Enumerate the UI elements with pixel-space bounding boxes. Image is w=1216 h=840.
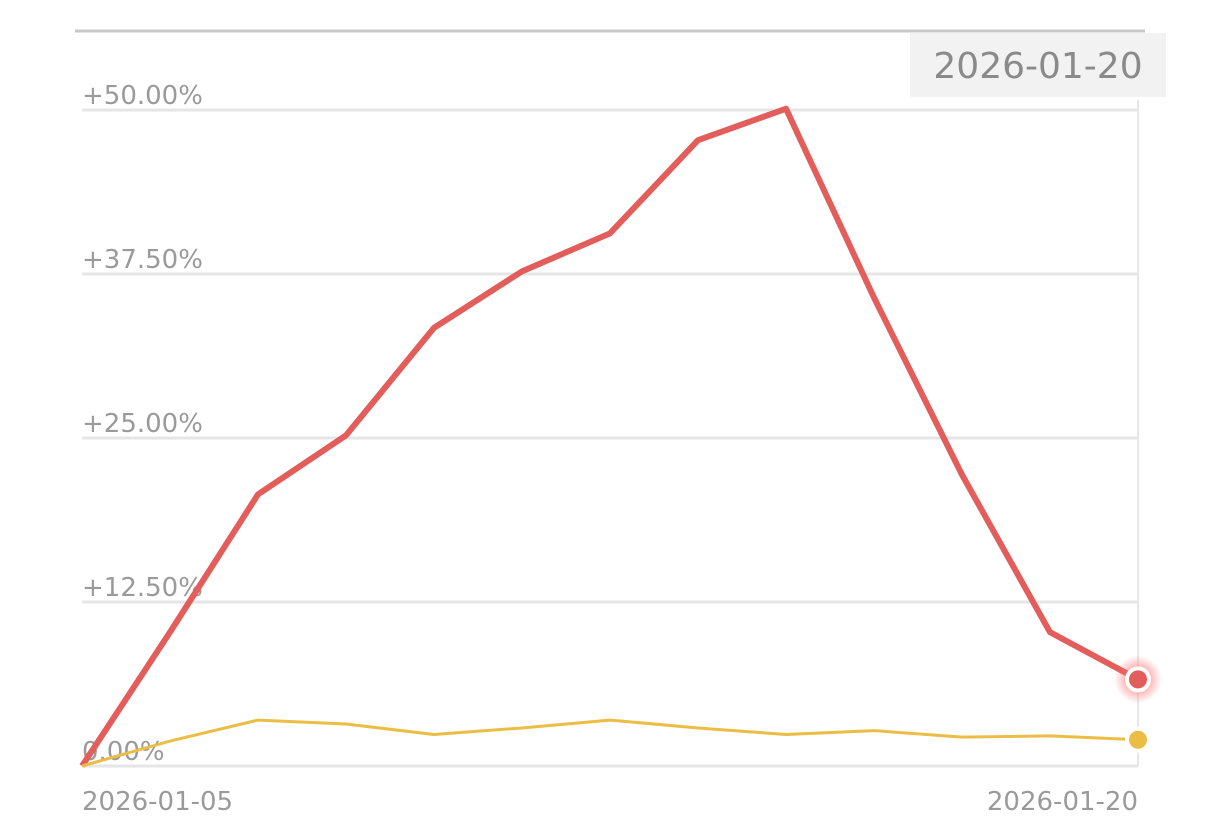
tooltip-box [910,33,1166,97]
end-point [1125,726,1151,753]
end-point [1125,666,1151,693]
y-tick-label: +25.00% [82,409,203,439]
x-tick-label: 2026-01-20 [987,787,1138,817]
x-tick-label: 2026-01-05 [82,787,233,817]
y-tick-label: +12.50% [82,573,203,603]
y-tick-label: +50.00% [82,81,203,111]
tooltip-date: 2026-01-20 [933,46,1142,87]
line-series [79,105,1140,768]
y-tick-label: +37.50% [82,245,203,275]
line-series [81,718,1139,768]
